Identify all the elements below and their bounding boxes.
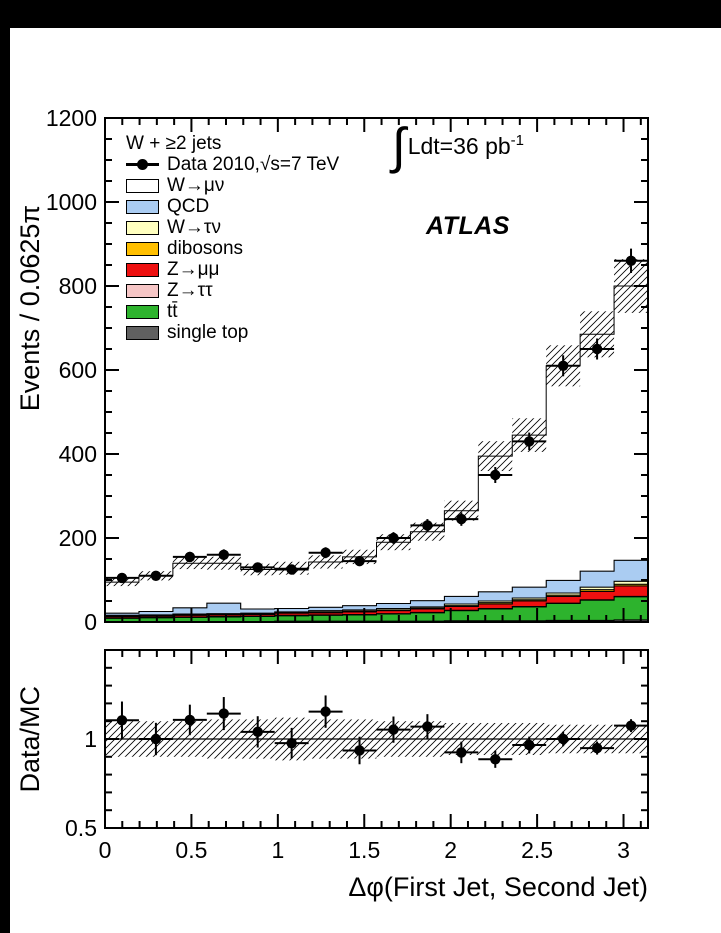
legend-item-label: tt̄: [167, 300, 178, 322]
y-axis-title-ratio-text: Data/MC: [14, 685, 45, 793]
legend-item: QCD: [126, 196, 339, 217]
color-swatch: [126, 178, 159, 193]
data-point: [150, 570, 162, 581]
legend-item-label: dibosons: [167, 237, 244, 259]
data-point: [320, 547, 331, 558]
tick-label: 1.5: [348, 837, 380, 863]
data-point: [490, 469, 501, 481]
tick-label: 3: [617, 837, 630, 863]
data-point: [184, 551, 196, 563]
color-swatch: [126, 241, 159, 256]
legend-item-label: QCD: [167, 195, 210, 217]
legend: W + ≥2 jets Data 2010,√s=7 TeV W→μν QCD W→τ…: [126, 133, 339, 343]
ratio-point: [557, 733, 569, 745]
tick-label: 200: [59, 525, 97, 551]
data-point: [388, 532, 399, 544]
legend-item: Z→ττ: [126, 280, 339, 301]
ratio-point: [218, 708, 229, 719]
tick-label: 600: [59, 357, 97, 383]
color-swatch: [126, 262, 159, 277]
color-swatch: [126, 283, 159, 298]
data-point: [116, 572, 128, 584]
tick-label: 800: [59, 273, 97, 299]
ratio-point: [591, 742, 603, 754]
data-point: [286, 564, 297, 575]
ratio-frame: 0 0.5 1 1.5 2 2.5 30.51: [65, 649, 649, 863]
legend-item-label: Data 2010,√s=7 TeV: [167, 153, 340, 175]
tick-label: 1200: [46, 105, 97, 131]
tick-label: 0.5: [175, 837, 207, 863]
experiment-label: ATLAS: [426, 212, 510, 240]
legend-header: W + ≥2 jets: [126, 132, 222, 154]
legend-item: dibosons: [126, 238, 339, 259]
tick-label: 400: [59, 441, 97, 467]
y-axis-title-ratio: Data/MC: [12, 650, 48, 828]
data-point: [557, 360, 569, 371]
legend-item: tt̄: [126, 301, 339, 322]
ratio-point: [524, 739, 535, 751]
legend-item-label: Z→ττ: [167, 279, 213, 301]
tick-label: 1: [84, 726, 97, 752]
data-points: [105, 248, 648, 584]
color-swatch: [126, 325, 159, 340]
ratio-point: [456, 747, 467, 758]
data-point: [456, 513, 467, 525]
tick-label: 0.5: [65, 815, 97, 841]
color-swatch: [126, 304, 159, 319]
data-point: [218, 549, 229, 560]
data-point: [625, 255, 637, 266]
data-point: [252, 562, 263, 573]
data-point: [591, 343, 603, 355]
legend-item: Data 2010,√s=7 TeV: [126, 154, 339, 175]
ratio-point: [150, 733, 162, 745]
tick-label: 0: [84, 609, 97, 635]
legend-item: W→μν: [126, 175, 339, 196]
tick-label: 2.5: [521, 837, 553, 863]
main-frame: 0 200 400 600 800 1000 1200: [46, 105, 649, 635]
legend-item-label: W→μν: [167, 174, 225, 196]
legend-item-label: Z→μμ: [167, 258, 220, 280]
legend-items: Data 2010,√s=7 TeV W→μν QCD W→τν dibosons Z→μ…: [126, 154, 339, 343]
y-axis-title-main-text: Events / 0.0625π: [14, 204, 45, 412]
tick-label: 0: [99, 837, 112, 863]
ratio-point: [422, 721, 433, 732]
legend-item-label: W→τν: [167, 216, 221, 238]
integral-symbol: ∫: [392, 118, 406, 174]
letterbox-left-bar: [0, 0, 10, 933]
ratio-point: [490, 754, 501, 765]
color-swatch: [126, 220, 159, 235]
data-point: [524, 436, 535, 447]
y-axis-title-main: Events / 0.0625π: [12, 118, 48, 498]
tick-label: 1000: [46, 189, 97, 215]
data-marker-swatch: [126, 158, 159, 172]
legend-item: W→τν: [126, 217, 339, 238]
ratio-panel: [105, 695, 648, 768]
ratio-point: [252, 726, 263, 738]
data-point: [422, 520, 433, 531]
x-axis-title: Δφ(First Jet, Second Jet): [348, 872, 648, 902]
ratio-point: [625, 720, 637, 731]
legend-item: single top: [126, 322, 339, 343]
ratio-point: [184, 714, 196, 726]
legend-item-label: single top: [167, 321, 249, 343]
ratio-point: [286, 737, 297, 749]
data-point: [354, 555, 365, 567]
color-swatch: [126, 199, 159, 214]
letterbox-top-bar: [0, 0, 721, 28]
lumi-exponent: -1: [510, 132, 525, 149]
tick-label: 1: [271, 837, 284, 863]
tick-label: 2: [444, 837, 457, 863]
ratio-point: [354, 745, 365, 756]
ratio-point: [388, 724, 399, 735]
legend-item: Z→μμ: [126, 259, 339, 280]
lumi-text: Ldt=36 pb: [407, 133, 511, 159]
ratio-point: [320, 706, 331, 717]
luminosity-label: ∫ Ldt=36 pb -1: [392, 118, 525, 174]
ratio-point: [116, 715, 128, 726]
